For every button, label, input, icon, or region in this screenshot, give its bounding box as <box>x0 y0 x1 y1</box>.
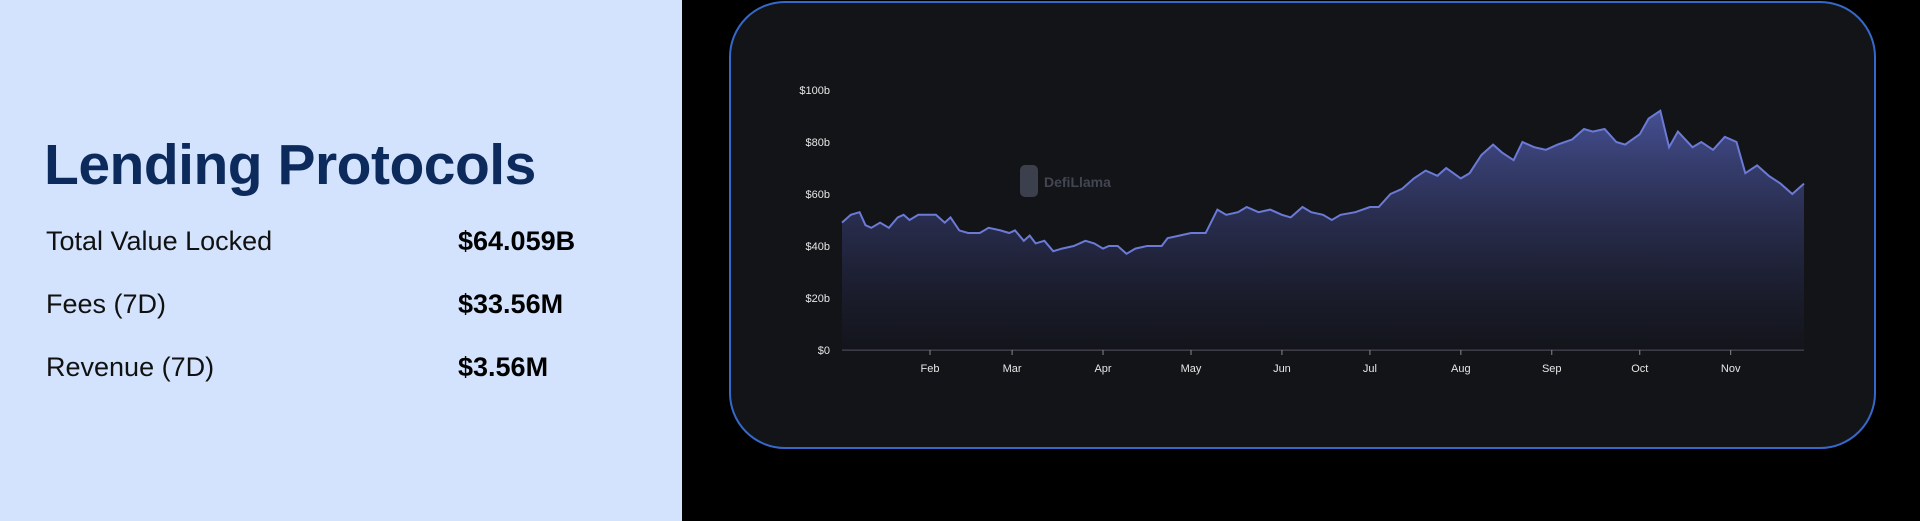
tvl-line <box>841 109 1805 256</box>
defillama-watermark: DefiLlama <box>1020 165 1111 197</box>
x-tick-label: Apr <box>1094 363 1111 375</box>
y-tick-label: $60b <box>806 189 830 201</box>
y-tick-label: $100b <box>799 85 830 97</box>
y-tick-label: $20b <box>806 293 830 305</box>
chart-card: $0 $20b $40b $60b $80b $100b Feb Mar Apr May Jun J… <box>729 1 1876 449</box>
x-tick-label: Oct <box>1631 363 1648 375</box>
fees-label: Fees (7D) <box>46 289 167 319</box>
x-tick-label: Jul <box>1363 363 1377 375</box>
y-tick-label: $80b <box>806 137 830 149</box>
x-tick-label: Sep <box>1542 363 1562 375</box>
revenue-label: Revenue (7D) <box>46 352 215 382</box>
page-title: Lending Protocols <box>44 133 536 197</box>
x-tick-label: Aug <box>1451 363 1471 375</box>
tvl-value: $64.059B <box>458 226 576 256</box>
tvl-area <box>842 110 1804 350</box>
y-tick-label: $40b <box>806 241 830 253</box>
x-tick-label: Jun <box>1273 363 1291 375</box>
x-tick-label: Feb <box>921 363 940 375</box>
x-tick-label: May <box>1181 363 1202 375</box>
x-tick-label: Mar <box>1003 363 1022 375</box>
fees-value: $33.56M <box>458 289 564 319</box>
svg-text:DefiLlama: DefiLlama <box>1044 174 1111 190</box>
summary-panel: Lending Protocols Total Value Locked $64… <box>0 0 682 521</box>
y-tick-label: $0 <box>818 345 830 357</box>
tvl-chart: $0 $20b $40b $60b $80b $100b Feb Mar Apr May Jun J… <box>799 85 1805 375</box>
tvl-label: Total Value Locked <box>46 226 273 256</box>
revenue-value: $3.56M <box>458 352 549 382</box>
x-tick-label: Nov <box>1721 363 1741 375</box>
